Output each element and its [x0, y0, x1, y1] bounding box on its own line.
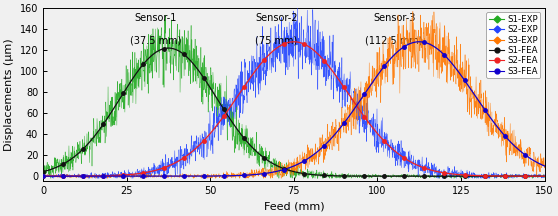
Text: Sensor-1: Sensor-1 [134, 13, 177, 23]
Text: (75 mm): (75 mm) [255, 36, 297, 46]
Text: (37.5 mm): (37.5 mm) [130, 36, 181, 46]
Text: Sensor-3: Sensor-3 [373, 13, 415, 23]
Y-axis label: Displacements (μm): Displacements (μm) [4, 38, 14, 151]
X-axis label: Feed (mm): Feed (mm) [263, 202, 324, 212]
Text: Sensor-2: Sensor-2 [255, 13, 297, 23]
Text: (112.5 mm): (112.5 mm) [365, 36, 423, 46]
Legend: S1-EXP, S2-EXP, S3-EXP, S1-FEA, S2-FEA, S3-FEA: S1-EXP, S2-EXP, S3-EXP, S1-FEA, S2-FEA, … [487, 13, 540, 78]
